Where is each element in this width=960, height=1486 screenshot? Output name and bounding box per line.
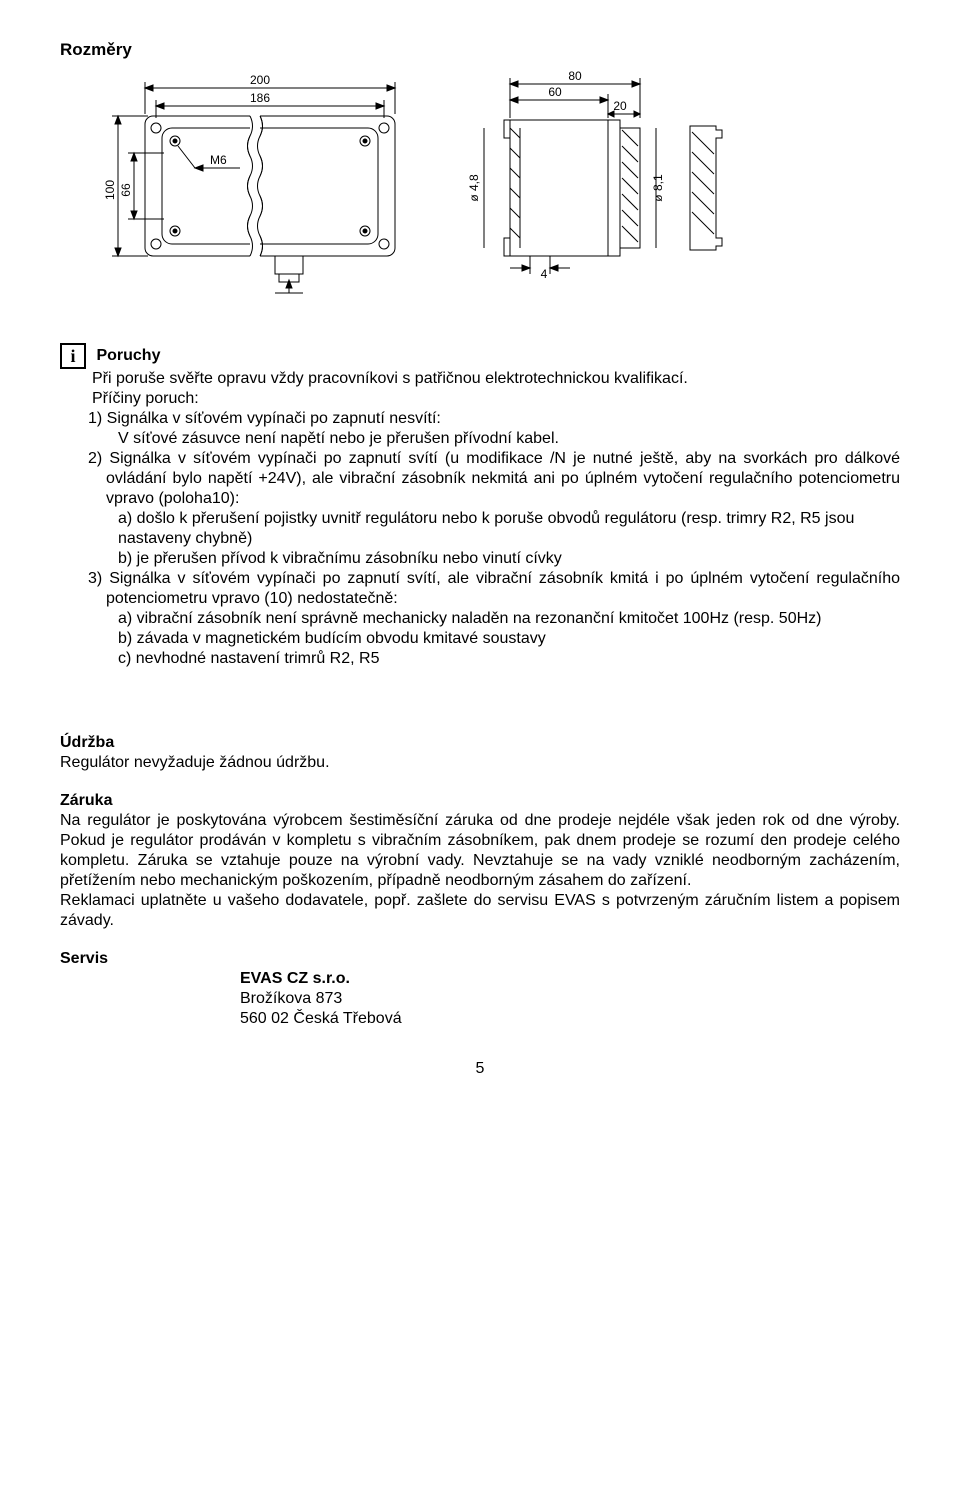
- svg-text:ø 4,8: ø 4,8: [467, 174, 481, 202]
- item-3a: a) vibrační zásobník není správně mechan…: [118, 609, 900, 629]
- svg-text:200: 200: [250, 73, 270, 87]
- item-2a: a) došlo k přerušení pojistky uvnitř reg…: [118, 509, 900, 549]
- zaruka-text2: Reklamaci uplatněte u vašeho dodavatele,…: [60, 891, 900, 931]
- poruchy-intro: Při poruše svěřte opravu vždy pracovníko…: [92, 369, 900, 389]
- item-3b: b) závada v magnetickém budícím obvodu k…: [118, 629, 900, 649]
- item-3: 3) Signálka v síťovém vypínači po zapnut…: [88, 569, 900, 609]
- heading-udrzba: Údržba: [60, 734, 114, 751]
- svg-text:66: 66: [119, 183, 133, 197]
- svg-text:M6: M6: [210, 153, 227, 167]
- svg-text:20: 20: [613, 99, 627, 113]
- section-servis: Servis EVAS CZ s.r.o. Brožíkova 873 560 …: [60, 949, 900, 1029]
- servis-addr1: Brožíkova 873: [240, 989, 900, 1009]
- svg-text:186: 186: [250, 91, 270, 105]
- svg-text:60: 60: [548, 85, 562, 99]
- zaruka-text: Na regulátor je poskytována výrobcem šes…: [60, 811, 900, 891]
- heading-servis: Servis: [60, 950, 108, 967]
- section-zaruka: Záruka Na regulátor je poskytována výrob…: [60, 791, 900, 931]
- svg-text:ø 8,1: ø 8,1: [651, 174, 665, 202]
- section-udrzba: Údržba Regulátor nevyžaduje žádnou údržb…: [60, 733, 900, 773]
- item-1-line1: 1) Signálka v síťovém vypínači po zapnut…: [88, 409, 900, 429]
- servis-addr2: 560 02 Česká Třebová: [240, 1009, 900, 1029]
- item-2b: b) je přerušen přívod k vibračnímu zásob…: [118, 549, 900, 569]
- diagram-svg: 200 186 M6: [100, 68, 740, 318]
- servis-name: EVAS CZ s.r.o.: [240, 970, 350, 987]
- technical-diagram: 200 186 M6: [100, 68, 900, 323]
- page-number: 5: [60, 1059, 900, 1079]
- heading-poruchy: Poruchy: [96, 347, 160, 364]
- item-3c: c) nevhodné nastavení trimrů R2, R5: [118, 649, 900, 669]
- item-1-line2: V síťové zásuvce není napětí nebo je pře…: [118, 429, 900, 449]
- udrzba-text: Regulátor nevyžaduje žádnou údržbu.: [60, 753, 900, 773]
- heading-zaruka: Záruka: [60, 792, 112, 809]
- section-poruchy: i Poruchy Při poruše svěřte opravu vždy …: [60, 343, 900, 669]
- info-icon: i: [60, 343, 86, 369]
- item-2: 2) Signálka v síťovém vypínači po zapnut…: [88, 449, 900, 509]
- svg-text:100: 100: [103, 180, 117, 200]
- svg-text:4: 4: [541, 267, 548, 281]
- heading-rozmery: Rozměry: [60, 40, 900, 60]
- priciny-label: Příčiny poruch:: [92, 389, 900, 409]
- svg-text:80: 80: [568, 69, 582, 83]
